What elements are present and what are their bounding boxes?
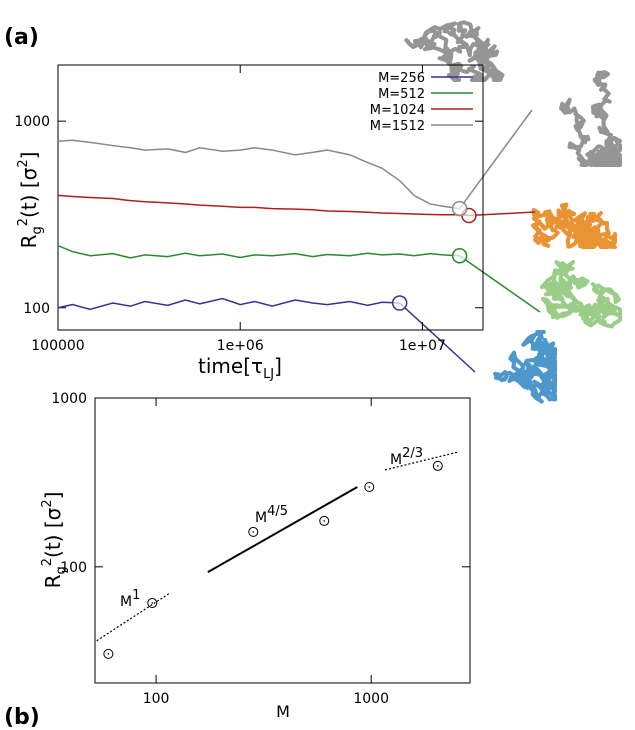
label-part: 2 <box>40 558 55 566</box>
y-tick-label: 100 <box>60 560 87 576</box>
connector <box>468 211 536 217</box>
legend-label: M=512 <box>378 87 425 102</box>
polymer-snapshot <box>404 20 505 82</box>
y-tick-label: 100 <box>23 301 50 317</box>
data-point-center <box>323 520 326 522</box>
snapshots <box>399 20 622 404</box>
fit-line <box>207 486 358 574</box>
label-part: ] <box>274 354 282 378</box>
label-part: 2 <box>16 218 31 226</box>
y-tick-label: 1000 <box>51 391 87 407</box>
label-part: time[τ <box>198 354 263 378</box>
data-point-center <box>107 653 110 655</box>
end-marker <box>391 295 408 311</box>
label-part: g <box>30 226 45 234</box>
panel-label: (b) <box>4 705 40 730</box>
data-point <box>103 648 114 659</box>
end-marker <box>451 247 468 264</box>
connector <box>459 255 541 313</box>
series-line <box>57 139 460 210</box>
label-part: LJ <box>263 367 274 382</box>
series-line <box>57 297 400 311</box>
y-axis-title: Rg2(t) [σ2] <box>40 492 69 589</box>
label-part: 2 <box>40 499 55 507</box>
label-part: ] <box>17 152 41 160</box>
connector <box>459 109 533 210</box>
data-point <box>364 482 375 493</box>
x-tick-label: 100000 <box>31 338 84 354</box>
series-line <box>57 194 470 217</box>
data-point <box>432 460 443 471</box>
label-part: 1 <box>132 588 140 603</box>
label-part: ] <box>41 492 65 500</box>
end-marker <box>451 200 468 217</box>
label-part: R <box>41 574 65 588</box>
label-part: 2 <box>16 159 31 167</box>
legend-label: M=256 <box>378 71 425 86</box>
label-part: 4/5 <box>267 504 288 519</box>
label-part: (t) [σ <box>17 167 41 218</box>
data-point <box>248 526 259 537</box>
series-line <box>57 245 460 259</box>
polymer-snapshot <box>559 70 622 167</box>
polymer-snapshot <box>539 260 622 329</box>
polymer-snapshot <box>531 202 617 249</box>
y-axis-title: Rg2(t) [σ2] <box>16 152 45 249</box>
fit-line <box>96 592 171 642</box>
x-axis-title: M <box>276 702 290 721</box>
label-part: 2/3 <box>402 446 423 461</box>
data-point-center <box>436 465 439 467</box>
connector <box>399 302 476 373</box>
legend-label: M=1024 <box>370 103 425 118</box>
label-part: (t) [σ <box>41 507 65 558</box>
data-point <box>319 515 330 526</box>
y-tick-label: 1000 <box>14 114 50 130</box>
x-tick-label: 1e+06 <box>217 338 264 354</box>
data-point-center <box>151 602 154 604</box>
plot-frame <box>94 397 471 684</box>
x-tick-label: 100 <box>143 691 170 707</box>
fit-line <box>384 451 459 471</box>
fit-label: M1 <box>120 588 140 610</box>
label-part: M <box>390 452 402 468</box>
data-point-center <box>368 486 371 488</box>
x-tick-label: 1000 <box>353 691 389 707</box>
panel-label: (a) <box>4 25 39 50</box>
label-part: M <box>255 510 267 526</box>
data-point <box>147 598 158 609</box>
data-point-center <box>252 531 255 533</box>
plot-frame <box>57 64 484 331</box>
legend-label: M=1512 <box>370 119 425 134</box>
label-part: g <box>54 566 69 574</box>
label-part: M <box>120 594 132 610</box>
fit-label: M2/3 <box>390 446 423 468</box>
x-axis-title: time[τLJ] <box>198 354 282 382</box>
polymer-snapshot <box>493 330 557 404</box>
fit-label: M4/5 <box>255 504 288 526</box>
label-part: R <box>17 234 41 248</box>
x-tick-label: 1e+07 <box>399 338 446 354</box>
